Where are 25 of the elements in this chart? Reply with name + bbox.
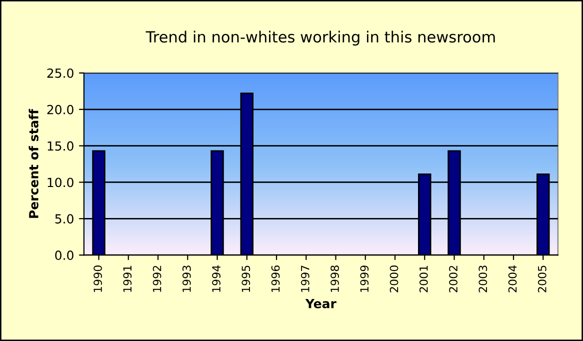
- y-tick-label: 25.0: [47, 68, 74, 78]
- x-tick-label: 1994: [212, 265, 220, 292]
- y-tick-label: 0.0: [55, 250, 74, 260]
- x-tick-label: 1999: [360, 266, 369, 292]
- y-tick-label: 15.0: [48, 141, 74, 151]
- x-tick-label: 1996: [271, 265, 280, 292]
- x-tick-label: 1990: [94, 266, 102, 292]
- x-tick-label: 1993: [182, 266, 191, 292]
- y-tick-label: 20.0: [47, 104, 74, 114]
- x-tick-label: 2002: [449, 266, 458, 292]
- x-tick-label: 1998: [330, 266, 339, 292]
- chart-title: Trend in non-whites working in this newsroom: [146, 30, 495, 46]
- x-tick-label: 2005: [538, 266, 546, 292]
- x-tick-label: 2003: [478, 266, 488, 292]
- x-tick-label: 2001: [419, 266, 428, 292]
- y-tick-label: 10.0: [48, 178, 74, 188]
- x-tick-label: 1995: [242, 266, 250, 292]
- x-tick-label: 2000: [390, 266, 398, 292]
- x-tick-label: 2004: [508, 265, 517, 292]
- x-tick-label: 1997: [300, 266, 310, 292]
- x-tick-label: 1991: [123, 266, 132, 292]
- y-tick-label: 5.0: [55, 214, 74, 224]
- y-axis-title: Percent of staff: [28, 108, 38, 218]
- x-tick-label: 1992: [152, 266, 162, 292]
- x-axis-title: Year: [305, 299, 336, 308]
